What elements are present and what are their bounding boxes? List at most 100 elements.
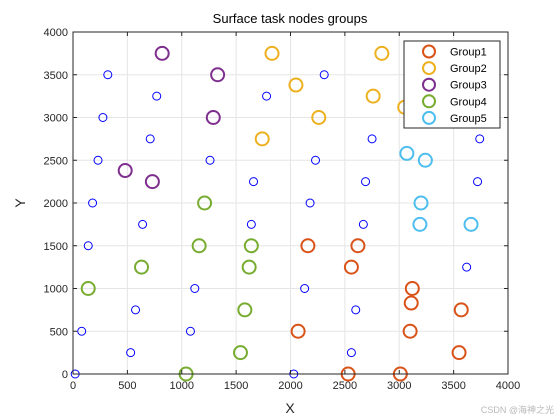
y-tick-label: 3500	[44, 70, 68, 82]
task-node-point	[145, 134, 155, 144]
x-tick-label: 500	[118, 380, 136, 392]
legend-label-group5: Group5	[450, 113, 487, 125]
group1-point	[451, 345, 467, 361]
group2-point	[288, 77, 304, 93]
legend-marker-group1	[422, 44, 436, 59]
task-node-point	[361, 177, 371, 187]
task-node-point	[83, 241, 93, 251]
legend-label-group2: Group2	[450, 63, 487, 75]
y-tick-label: 0	[62, 369, 68, 381]
group1-point	[300, 238, 316, 254]
task-node-point	[249, 177, 259, 187]
group3-point	[154, 45, 170, 61]
series-group3	[117, 45, 226, 190]
task-node-point	[126, 348, 136, 358]
legend-marker-group3	[422, 77, 436, 92]
axes	[72, 31, 509, 375]
task-node-point	[205, 155, 215, 165]
x-tick-label: 0	[70, 380, 76, 392]
group3-point	[117, 163, 133, 179]
y-tick-label: 2000	[44, 198, 68, 210]
task-node-point	[93, 155, 103, 165]
task-node-point	[88, 198, 98, 208]
task-node-point	[300, 284, 310, 293]
group2-point	[311, 110, 327, 125]
legend-label-group4: Group4	[450, 96, 487, 108]
group2-point	[365, 88, 381, 104]
y-tick-label: 4000	[44, 27, 68, 39]
group2-point	[254, 131, 270, 147]
x-tick-label: 2000	[278, 380, 302, 392]
task-node-point	[262, 91, 272, 101]
y-tick-label: 2500	[44, 155, 68, 167]
group4-point	[243, 238, 259, 254]
group5-point	[417, 152, 433, 168]
group1-point	[402, 323, 418, 339]
legend-marker-group4	[422, 94, 436, 109]
legend-marker-group5	[422, 110, 436, 125]
y-tick-label: 1500	[44, 241, 68, 253]
group3-point	[210, 67, 226, 83]
group4-point	[197, 195, 213, 211]
y-tick-label: 500	[50, 326, 68, 338]
y-tick-label: 3000	[44, 113, 68, 125]
x-axis-label: X	[285, 400, 295, 416]
task-node-point	[185, 326, 195, 336]
group1-point	[404, 281, 420, 296]
watermark: CSDN @海神之光	[480, 405, 554, 415]
group1-point	[403, 295, 419, 311]
task-node-point	[346, 348, 356, 358]
task-node-point	[98, 113, 108, 122]
task-node-point	[475, 134, 485, 144]
group5-point	[399, 145, 415, 161]
task-node-point	[367, 134, 377, 144]
group1-point	[343, 259, 359, 275]
x-tick-label: 3500	[441, 380, 465, 392]
x-tick-label: 1000	[170, 380, 194, 392]
group1-point	[290, 323, 306, 339]
group5-point	[413, 195, 429, 211]
task-node-point	[131, 305, 141, 315]
group3-point	[144, 174, 160, 190]
group-markers	[80, 45, 479, 382]
group4-point	[80, 281, 96, 296]
legend-label-group3: Group3	[450, 80, 487, 92]
task-node-point	[305, 198, 315, 208]
group4-point	[191, 238, 207, 254]
task-node-point	[190, 284, 200, 293]
task-node-point	[351, 305, 361, 315]
x-tick-label: 2500	[333, 380, 357, 392]
task-node-point	[358, 219, 368, 229]
legend-label-group1: Group1	[450, 47, 487, 59]
series-group4	[80, 195, 259, 382]
group3-point	[205, 110, 221, 125]
group1-point	[453, 302, 469, 318]
y-axis-label: Y	[12, 198, 28, 208]
group5-point	[412, 216, 428, 232]
task-node-point	[103, 70, 113, 80]
legend-marker-group2	[422, 61, 436, 76]
task-node-point	[462, 262, 472, 272]
group5-point	[463, 216, 479, 232]
x-tick-label: 3000	[387, 380, 411, 392]
legend: Group1 Group2 Group3 Group4 Group5	[403, 40, 501, 129]
group4-point	[134, 259, 150, 275]
group4-point	[241, 259, 257, 275]
task-node-point	[77, 326, 87, 336]
x-tick-label: 4000	[496, 380, 520, 392]
group4-point	[232, 345, 248, 361]
task-node-point	[311, 155, 321, 165]
x-tick-label: 1500	[224, 380, 248, 392]
task-node-point	[246, 219, 256, 229]
task-node-point	[152, 91, 162, 101]
task-node-point	[319, 70, 329, 80]
legend-box	[403, 40, 501, 129]
group4-point	[237, 302, 253, 318]
group2-point	[264, 45, 280, 61]
series-group5	[399, 145, 479, 232]
task-node-point	[473, 177, 483, 187]
group1-point	[350, 238, 366, 254]
task-node-point	[138, 219, 148, 229]
y-tick-label: 1000	[44, 284, 68, 296]
